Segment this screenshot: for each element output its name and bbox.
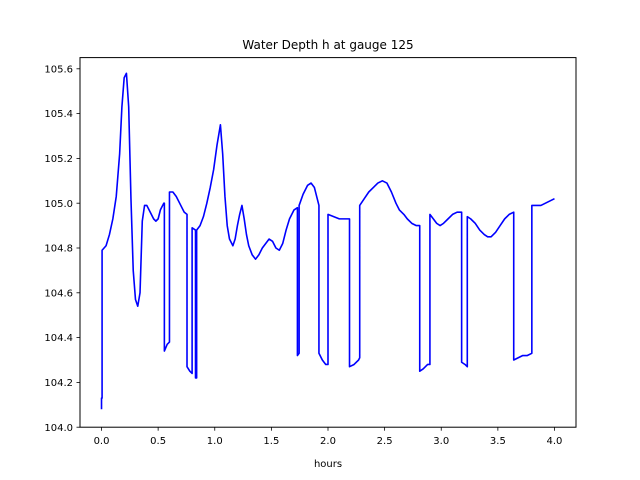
y-tick-label: 105.0 bbox=[44, 199, 73, 210]
y-tick-label: 104.4 bbox=[44, 333, 73, 344]
x-tick-label: 3.0 bbox=[433, 436, 449, 447]
x-tick-label: 4.0 bbox=[547, 436, 563, 447]
x-tick-label: 0.5 bbox=[150, 436, 166, 447]
y-tick-label: 105.2 bbox=[44, 154, 73, 165]
x-axis-label: hours bbox=[314, 459, 342, 470]
y-tick-label: 104.2 bbox=[44, 378, 73, 389]
x-axis: 0.0 0.5 1.0 1.5 2.0 2.5 3.0 3.5 4.0 bbox=[94, 427, 563, 447]
y-tick-label: 105.6 bbox=[44, 64, 73, 75]
series-line bbox=[100, 72, 555, 410]
x-tick-label: 3.5 bbox=[490, 436, 506, 447]
y-tick-label: 104.6 bbox=[44, 288, 73, 299]
x-tick-label: 1.0 bbox=[207, 436, 223, 447]
y-tick-label: 105.4 bbox=[44, 109, 73, 120]
plot-area bbox=[100, 72, 555, 410]
y-tick-label: 104.8 bbox=[44, 244, 73, 255]
y-tick-label: 104.0 bbox=[44, 423, 73, 434]
x-tick-label: 2.5 bbox=[377, 436, 393, 447]
x-tick-label: 0.0 bbox=[94, 436, 110, 447]
x-tick-label: 1.5 bbox=[263, 436, 279, 447]
y-axis: 104.0 104.2 104.4 104.6 104.8 105.0 105.2 105.4… bbox=[44, 64, 80, 434]
chart-title: Water Depth h at gauge 125 bbox=[242, 38, 413, 52]
x-tick-label: 2.0 bbox=[320, 436, 336, 447]
